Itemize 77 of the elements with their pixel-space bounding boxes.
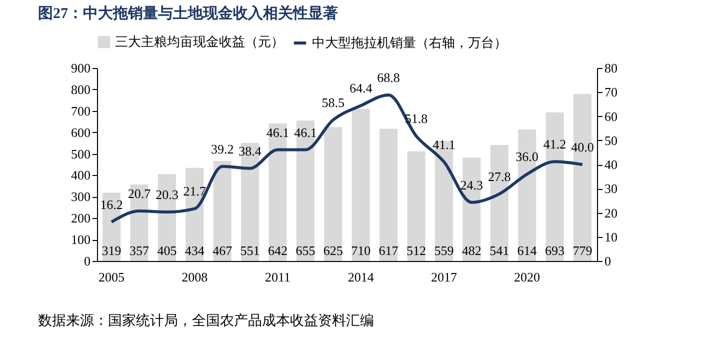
data-label: 39.2 [210, 141, 234, 156]
y-tick-label: 100 [71, 232, 90, 248]
data-label: 41.1 [432, 136, 456, 152]
x-tick-label: 2020 [514, 270, 540, 284]
data-label: 24.3 [460, 177, 484, 192]
data-label: 512 [406, 243, 426, 258]
data-label: 405 [157, 243, 177, 258]
x-tick-label: 2011 [264, 270, 291, 284]
y-tick-label: 700 [71, 103, 90, 118]
data-label: 64.4 [349, 80, 373, 96]
chart-title: 图27：中大拖销量与土地现金收入相关性显著 [38, 4, 338, 23]
data-label: 20.3 [156, 187, 178, 202]
data-label: 482 [462, 243, 482, 258]
data-label: 559 [434, 243, 454, 258]
data-label: 625 [323, 243, 343, 258]
y-tick-label: 800 [71, 82, 90, 97]
data-label: 541 [490, 243, 510, 258]
data-label: 21.7 [183, 184, 207, 199]
y-tick-label: 200 [71, 210, 90, 226]
x-tick-label: 2014 [348, 270, 374, 284]
data-label: 20.7 [128, 186, 152, 202]
x-tick-label: 2005 [98, 270, 125, 284]
data-label: 46.1 [266, 124, 290, 140]
data-label: 617 [378, 243, 399, 258]
y2-tick-label: 0 [604, 254, 611, 268]
data-label: 434 [184, 243, 205, 258]
y2-tick-label: 70 [604, 84, 618, 100]
y-tick-label: 0 [84, 254, 90, 268]
bar [324, 126, 342, 261]
data-label: 40.0 [571, 140, 594, 154]
bar [407, 151, 426, 261]
bar [296, 120, 314, 261]
data-label: 68.8 [377, 70, 400, 86]
x-tick-label: 2017 [430, 270, 458, 284]
x-tick-label: 2008 [182, 270, 208, 284]
source-note: 数据来源：国家统计局，全国农产品成本收益资料汇编 [38, 312, 374, 330]
data-label: 41.2 [543, 136, 566, 152]
data-label: 16.2 [100, 196, 123, 212]
y-tick-label: 300 [71, 189, 90, 204]
legend-label: 中大型拖拉机销量（右轴，万台） [312, 35, 507, 50]
data-label: 46.1 [294, 124, 317, 140]
legend-label: 三大主粮均亩现金收益（元） [115, 34, 284, 49]
data-label: 614 [517, 243, 538, 258]
data-label: 58.5 [322, 94, 345, 110]
data-label: 710 [351, 243, 371, 258]
y2-tick-label: 10 [604, 229, 618, 244]
data-label: 642 [268, 243, 288, 258]
bar [518, 129, 536, 261]
bar [434, 141, 453, 261]
bar [490, 144, 508, 261]
data-label: 693 [545, 243, 565, 258]
bar [213, 160, 232, 261]
data-label: 319 [102, 243, 122, 258]
y-tick-label: 500 [71, 146, 90, 162]
bar [268, 123, 287, 261]
bar [546, 112, 564, 261]
data-label: 357 [129, 243, 150, 258]
data-label: 27.8 [488, 168, 511, 184]
y-tick-label: 600 [71, 124, 90, 140]
y-tick-label: 900 [71, 60, 90, 76]
bar [241, 142, 260, 261]
data-label: 38.4 [238, 143, 262, 158]
bar [573, 94, 592, 261]
y-tick-label: 400 [71, 168, 90, 183]
y2-tick-label: 60 [604, 108, 618, 124]
data-label: 551 [240, 243, 260, 258]
data-label: 36.0 [516, 149, 538, 164]
y2-tick-label: 50 [604, 132, 618, 148]
y2-tick-label: 80 [604, 60, 618, 76]
y2-tick-label: 40 [604, 157, 618, 172]
data-label: 655 [296, 243, 316, 258]
y2-tick-label: 30 [604, 181, 618, 196]
data-label: 467 [212, 243, 233, 258]
bar [352, 108, 370, 261]
bar [380, 128, 398, 261]
data-label: 779 [572, 243, 592, 258]
y2-tick-label: 20 [604, 205, 618, 220]
